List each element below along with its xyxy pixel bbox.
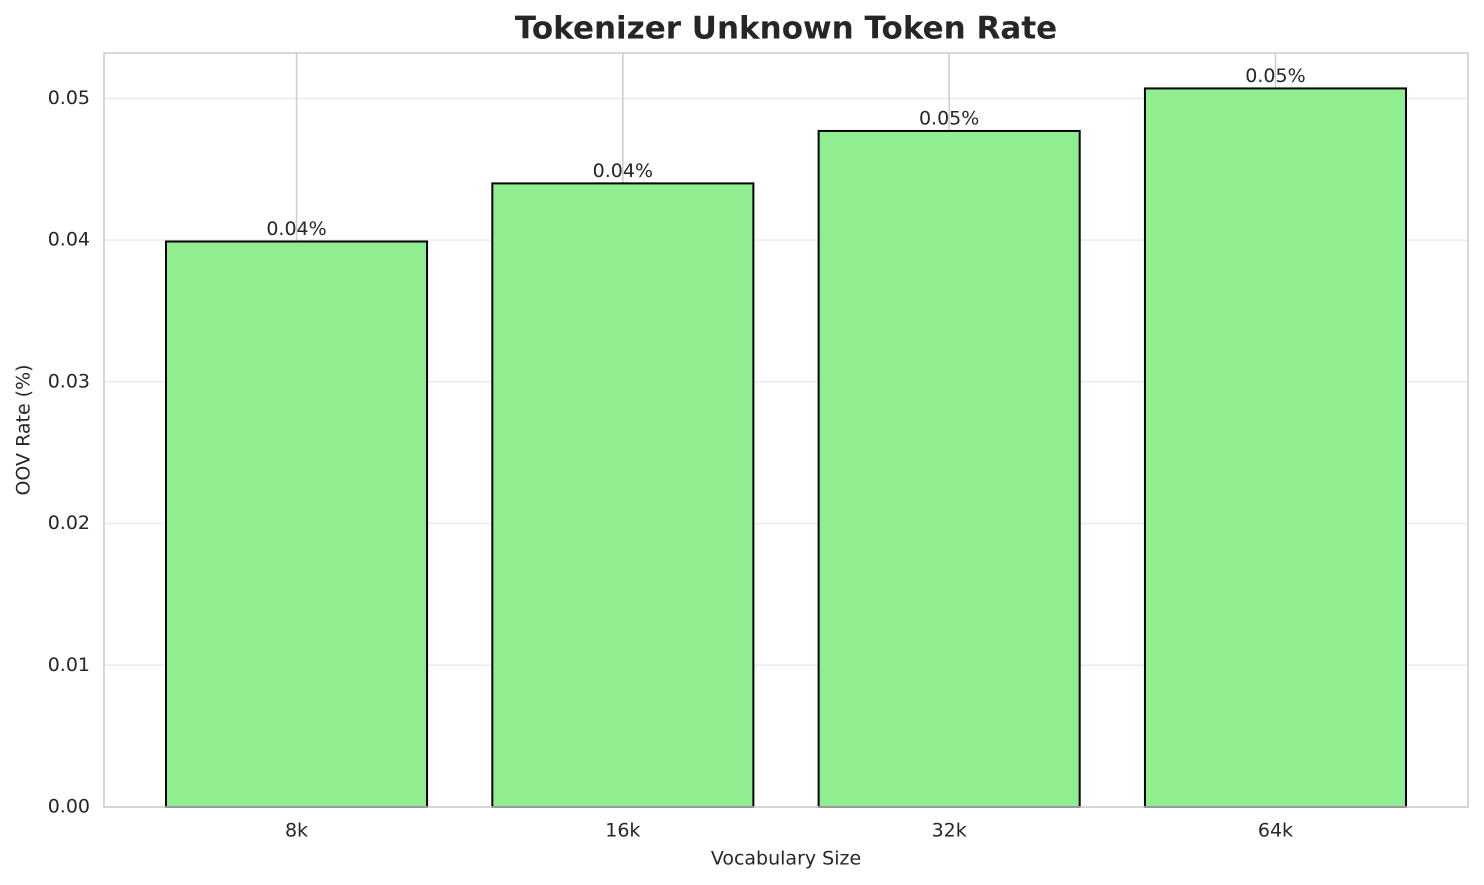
x-tick-label: 8k	[285, 820, 308, 842]
bar	[817, 129, 1081, 809]
x-tick-label: 64k	[1258, 820, 1293, 842]
y-tick-label: 0.01	[48, 654, 90, 676]
value-label: 0.04%	[266, 218, 326, 240]
x-axis-label: Vocabulary Size	[711, 848, 861, 870]
x-tick-label: 16k	[605, 820, 640, 842]
bar	[165, 240, 429, 808]
value-label: 0.05%	[919, 107, 979, 129]
y-axis-label: OOV Rate (%)	[13, 364, 35, 495]
label-layer: Tokenizer Unknown Token Rate Vocabulary …	[13, 11, 1306, 870]
value-label: 0.04%	[593, 160, 653, 182]
plot-frame	[103, 52, 1469, 808]
y-tick-label: 0.02	[48, 512, 90, 534]
chart-title: Tokenizer Unknown Token Rate	[515, 11, 1057, 47]
y-tick-label: 0.00	[48, 796, 90, 818]
bar	[1143, 87, 1408, 809]
bar-layer	[165, 87, 1408, 809]
y-tick-label: 0.05	[48, 87, 90, 109]
x-tick-label: 32k	[932, 820, 967, 842]
y-tick-label: 0.04	[48, 229, 90, 251]
value-label: 0.05%	[1245, 65, 1305, 87]
bar	[491, 182, 755, 808]
y-tick-label: 0.03	[48, 370, 90, 392]
